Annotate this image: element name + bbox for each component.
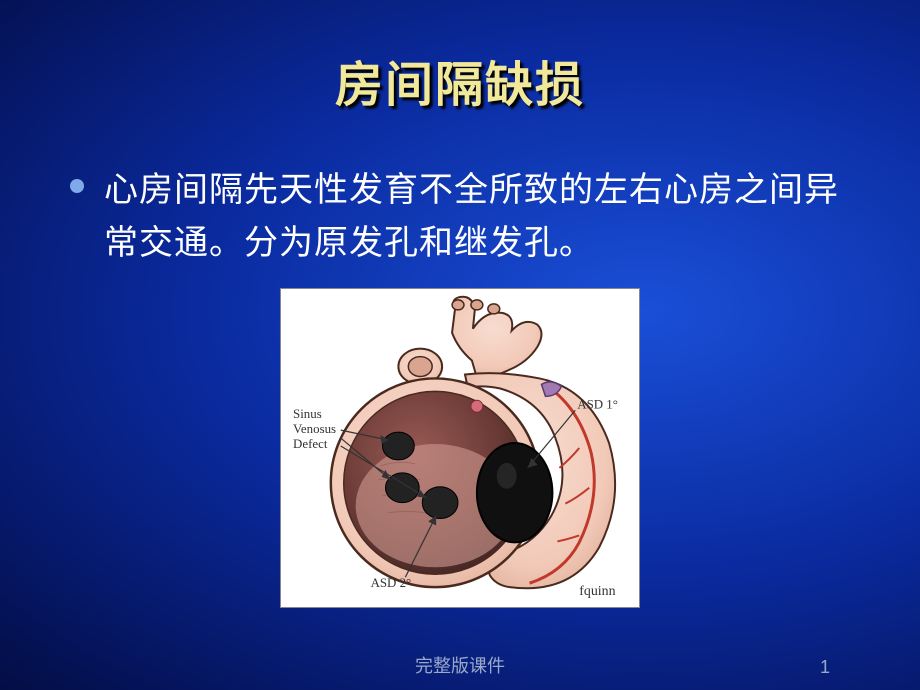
slide-title: 房间隔缺损 (0, 0, 920, 115)
figure-signature: fquinn (579, 584, 615, 599)
footer-caption: 完整版课件 (0, 652, 920, 678)
label-svd-1: Sinus (293, 407, 322, 422)
bullet-item: 心房间隔先天性发育不全所致的左右心房之间异常交通。分为原发孔和继发孔。 (0, 165, 920, 270)
page-number: 1 (820, 657, 830, 678)
label-asd1: ASD 1° (577, 397, 618, 412)
bullet-text: 心房间隔先天性发育不全所致的左右心房之间异常交通。分为原发孔和继发孔。 (104, 165, 870, 270)
heart-svg: Sinus Venosus Defect ASD 1° ASD 2° fquin… (281, 289, 639, 607)
heart-diagram: Sinus Venosus Defect ASD 1° ASD 2° fquin… (280, 288, 640, 608)
bullet-icon (70, 179, 84, 193)
label-svd-2: Venosus (293, 421, 336, 436)
label-svd-3: Defect (293, 436, 328, 451)
label-asd2: ASD 2° (371, 576, 412, 591)
